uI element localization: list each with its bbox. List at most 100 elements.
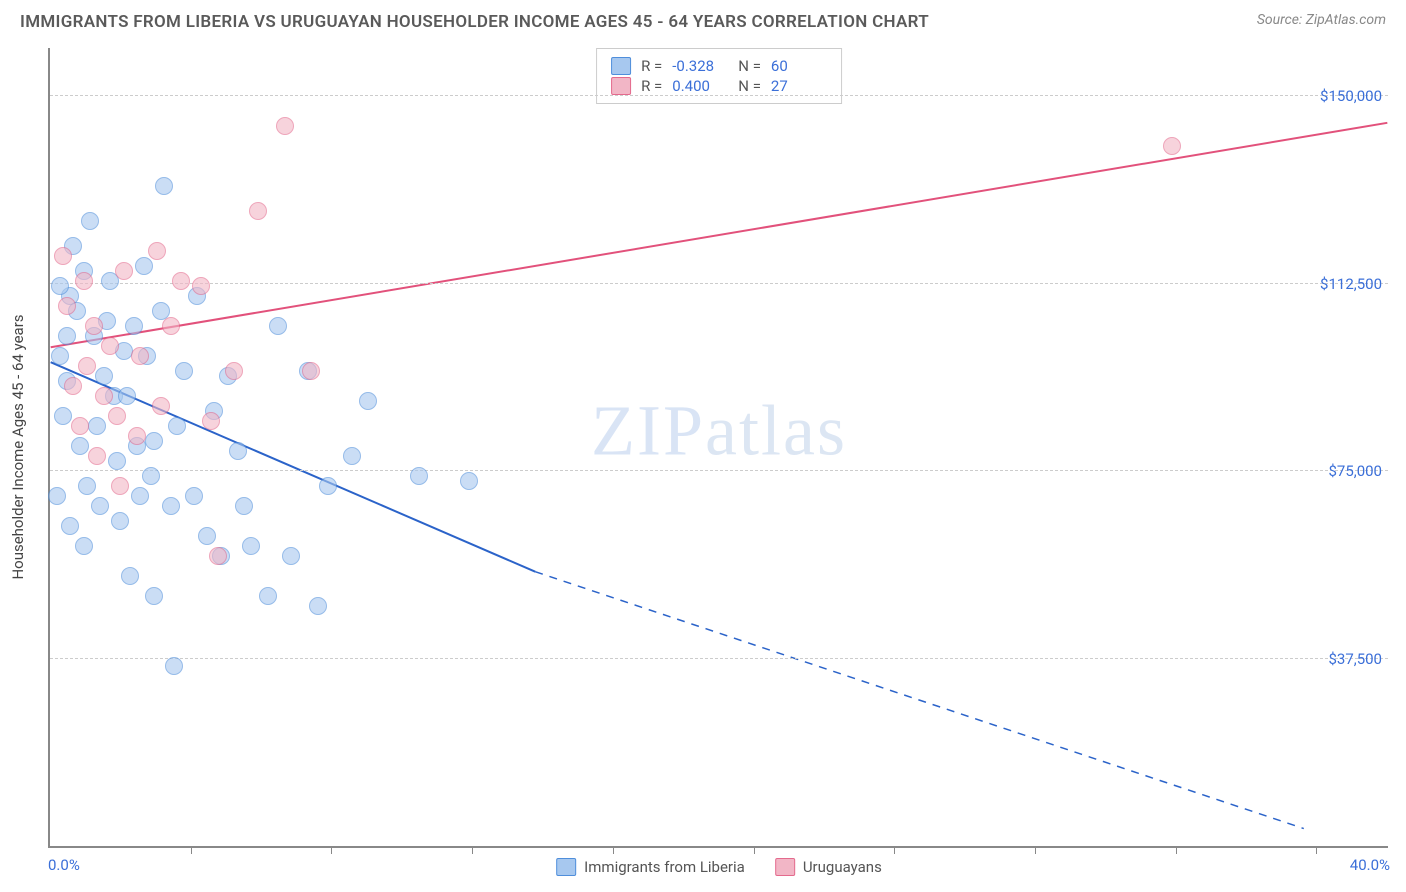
x-tick (1176, 846, 1177, 854)
data-point-liberia (118, 387, 136, 405)
legend-swatch (611, 57, 631, 75)
data-point-liberia (95, 367, 113, 385)
data-point-liberia (259, 587, 277, 605)
gridline (50, 283, 1388, 284)
x-tick (472, 846, 473, 854)
data-point-uruguayans (111, 477, 129, 495)
gridline (50, 470, 1388, 471)
legend-r-value: -0.328 (672, 57, 728, 75)
data-point-uruguayans (172, 272, 190, 290)
y-tick-label: $37,500 (1328, 650, 1382, 668)
data-point-liberia (48, 487, 66, 505)
x-axis-max-label: 40.0% (1350, 856, 1390, 874)
data-point-liberia (165, 657, 183, 675)
data-point-liberia (198, 527, 216, 545)
x-axis-min-label: 0.0% (48, 856, 80, 874)
legend-n-value: 60 (771, 57, 827, 75)
data-point-uruguayans (148, 242, 166, 260)
legend-n-label: N = (738, 57, 761, 75)
data-point-uruguayans (152, 397, 170, 415)
chart-title: IMMIGRANTS FROM LIBERIA VS URUGUAYAN HOU… (20, 12, 929, 32)
x-tick (1316, 846, 1317, 854)
data-point-uruguayans (202, 412, 220, 430)
data-point-uruguayans (71, 417, 89, 435)
data-point-liberia (81, 212, 99, 230)
data-point-uruguayans (78, 357, 96, 375)
data-point-uruguayans (75, 272, 93, 290)
series-legend-item: Immigrants from Liberia (556, 858, 745, 876)
x-tick (754, 846, 755, 854)
legend-r-label: R = (641, 77, 662, 95)
data-point-uruguayans (101, 337, 119, 355)
data-point-uruguayans (192, 277, 210, 295)
data-point-uruguayans (85, 317, 103, 335)
data-point-liberia (131, 487, 149, 505)
gridline (50, 658, 1388, 659)
data-point-liberia (108, 452, 126, 470)
data-point-liberia (51, 277, 69, 295)
data-point-uruguayans (108, 407, 126, 425)
data-point-liberia (91, 497, 109, 515)
data-point-uruguayans (128, 427, 146, 445)
data-point-liberia (269, 317, 287, 335)
legend-swatch (775, 858, 795, 876)
data-point-liberia (162, 497, 180, 515)
data-point-liberia (410, 467, 428, 485)
data-point-liberia (61, 517, 79, 535)
y-tick-label: $75,000 (1328, 462, 1382, 480)
data-point-liberia (185, 487, 203, 505)
data-point-liberia (460, 472, 478, 490)
data-point-liberia (78, 477, 96, 495)
data-point-liberia (75, 537, 93, 555)
legend-swatch (556, 858, 576, 876)
x-tick (1035, 846, 1036, 854)
data-point-uruguayans (162, 317, 180, 335)
data-point-liberia (145, 432, 163, 450)
legend-r-value: 0.400 (672, 77, 728, 95)
data-point-uruguayans (95, 387, 113, 405)
data-point-liberia (121, 567, 139, 585)
series-legend-item: Uruguayans (775, 858, 882, 876)
data-point-liberia (58, 327, 76, 345)
x-tick (894, 846, 895, 854)
data-point-liberia (71, 437, 89, 455)
data-point-liberia (282, 547, 300, 565)
legend-n-value: 27 (771, 77, 827, 95)
data-point-uruguayans (1163, 137, 1181, 155)
data-point-liberia (175, 362, 193, 380)
data-point-uruguayans (209, 547, 227, 565)
y-axis-title: Householder Income Ages 45 - 64 years (9, 314, 27, 579)
watermark: ZIPatlas (591, 390, 847, 473)
legend-swatch (611, 77, 631, 95)
data-point-liberia (155, 177, 173, 195)
data-point-liberia (309, 597, 327, 615)
data-point-uruguayans (131, 347, 149, 365)
data-point-liberia (242, 537, 260, 555)
regression-lines (50, 48, 1388, 846)
data-point-liberia (145, 587, 163, 605)
series-legend: Immigrants from Liberia Uruguayans (556, 858, 882, 876)
legend-row-liberia: R =-0.328N =60 (611, 57, 827, 75)
y-tick-label: $112,500 (1320, 275, 1382, 293)
data-point-liberia (229, 442, 247, 460)
data-point-liberia (235, 497, 253, 515)
data-point-liberia (51, 347, 69, 365)
data-point-liberia (168, 417, 186, 435)
data-point-uruguayans (64, 377, 82, 395)
gridline (50, 95, 1388, 96)
data-point-uruguayans (276, 117, 294, 135)
data-point-liberia (343, 447, 361, 465)
x-tick (613, 846, 614, 854)
regression-line (51, 123, 1388, 347)
legend-n-label: N = (738, 77, 761, 95)
data-point-liberia (359, 392, 377, 410)
data-point-liberia (88, 417, 106, 435)
y-tick-label: $150,000 (1320, 87, 1382, 105)
regression-line (535, 572, 1304, 829)
data-point-uruguayans (225, 362, 243, 380)
data-point-uruguayans (88, 447, 106, 465)
data-point-liberia (135, 257, 153, 275)
data-point-liberia (125, 317, 143, 335)
legend-row-uruguayans: R = 0.400 N = 27 (611, 77, 827, 95)
scatter-chart: Householder Income Ages 45 - 64 years ZI… (48, 48, 1388, 848)
